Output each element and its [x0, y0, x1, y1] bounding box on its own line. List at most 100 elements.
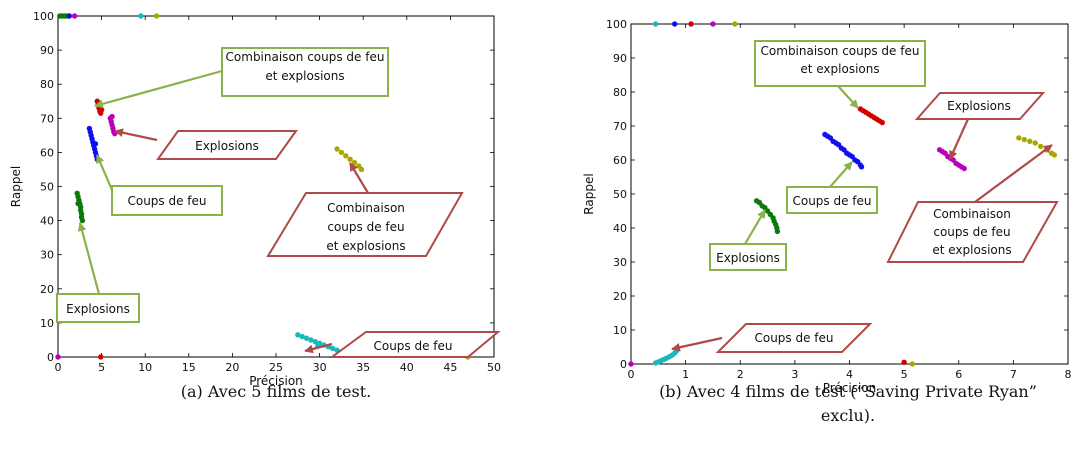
annotation-callout: Combinaison coups de feu et explosions	[886, 144, 1059, 263]
y-tick-label: 0	[620, 358, 627, 371]
data-point	[1027, 138, 1033, 144]
data-point	[358, 166, 365, 173]
x-tick-label: 20	[225, 361, 239, 374]
data-point	[628, 361, 634, 367]
data-point	[71, 13, 78, 19]
callout-box	[266, 192, 464, 257]
callout-arrow	[671, 336, 723, 352]
y-tick-label: 10	[40, 317, 54, 330]
data-point	[1016, 135, 1022, 141]
x-tick-label: 0	[628, 368, 635, 381]
annotation-callout: Combinaison coups de feu et explosions	[94, 47, 389, 109]
figure-caption: (a) Avec 5 films de test.	[181, 382, 372, 401]
x-tick-label: 5	[901, 368, 908, 381]
y-axis-label: Rappel	[582, 173, 596, 214]
y-tick-label: 50	[40, 181, 54, 194]
callout-text: Explosions	[66, 302, 130, 316]
data-point	[1021, 136, 1027, 143]
y-tick-label: 0	[47, 351, 54, 364]
callout-box	[156, 130, 298, 160]
y-tick-label: 100	[33, 10, 54, 23]
x-tick-label: 6	[955, 368, 962, 381]
annotation-callout: Combinaison coups de feu et explosions	[266, 162, 464, 257]
callout-text: Explosions	[195, 139, 259, 153]
data-point	[343, 153, 349, 159]
y-tick-label: 60	[613, 154, 627, 167]
callout-box	[709, 243, 787, 271]
x-tick-label: 0	[55, 361, 62, 374]
y-tick-label: 60	[40, 146, 54, 159]
callout-arrow	[829, 161, 853, 188]
y-tick-label: 70	[613, 120, 627, 133]
data-point	[901, 359, 907, 365]
callout-arrow	[77, 222, 101, 295]
x-tick-label: 35	[356, 361, 370, 374]
x-tick-label: 30	[313, 361, 327, 374]
callout-box	[754, 40, 926, 87]
chart-panel-0: 0 5 10 15 20 25 30 35 40 45 50 0 10 20 30 40 50 60 70 80 90 1…	[9, 10, 501, 401]
data-point	[672, 21, 678, 27]
y-tick-label: 30	[40, 249, 54, 262]
callout-text: Combinaison coups de feu	[226, 50, 385, 64]
data-point	[308, 337, 314, 343]
y-tick-label: 100	[606, 18, 627, 31]
callout-text: Combinaison	[933, 207, 1011, 221]
callout-arrow	[948, 118, 970, 160]
annotation-callout: Explosions	[114, 128, 298, 160]
data-point	[652, 21, 659, 27]
callout-arrow	[744, 209, 766, 245]
callout-text: coups de feu	[327, 220, 404, 234]
annotation-callout: Coups de feu	[304, 331, 501, 358]
x-tick-label: 10	[138, 361, 152, 374]
y-tick-label: 40	[40, 215, 54, 228]
data-point	[858, 164, 865, 170]
callout-arrow	[114, 128, 158, 142]
x-tick-label: 8	[1065, 368, 1072, 381]
callout-text: Coups de feu	[754, 331, 833, 345]
data-point	[338, 149, 345, 156]
annotation-callout: Explosions	[709, 209, 787, 271]
y-tick-label: 80	[613, 86, 627, 99]
data-point	[774, 228, 781, 235]
y-tick-label: 40	[613, 222, 627, 235]
y-tick-label: 90	[613, 52, 627, 65]
data-point	[879, 119, 885, 126]
data-point	[312, 338, 318, 345]
callout-text: et explosions	[326, 239, 405, 253]
y-tick-label: 30	[613, 256, 627, 269]
y-tick-label: 70	[40, 112, 54, 125]
x-tick-label: 15	[182, 361, 196, 374]
data-point	[1032, 140, 1038, 146]
callout-text: Coups de feu	[373, 339, 452, 353]
x-tick-label: 25	[269, 361, 283, 374]
callout-arrow	[94, 69, 223, 109]
data-point	[92, 141, 99, 147]
data-point	[710, 21, 716, 27]
x-tick-label: 5	[98, 361, 105, 374]
callout-text: Coups de feu	[792, 194, 871, 208]
annotation-callout: Coups de feu	[786, 161, 878, 214]
x-tick-label: 40	[400, 361, 414, 374]
x-tick-label: 1	[682, 368, 689, 381]
annotation-callout: Explosions	[56, 222, 140, 323]
annotation-callout: Explosions	[914, 92, 1046, 160]
callout-text: coups de feu	[933, 225, 1010, 239]
x-tick-label: 7	[1010, 368, 1017, 381]
callout-box	[715, 323, 873, 353]
x-tick-label: 4	[846, 368, 853, 381]
annotation-callout: Combinaison coups de feu et explosions	[754, 40, 926, 109]
data-point	[98, 107, 105, 113]
data-point	[329, 345, 336, 352]
data-point	[79, 217, 86, 224]
y-tick-label: 10	[613, 324, 627, 337]
callout-box	[221, 47, 389, 97]
callout-arrow	[304, 342, 333, 354]
data-point	[1037, 143, 1044, 150]
data-point	[688, 21, 694, 27]
data-point	[153, 13, 160, 19]
y-axis-label: Rappel	[9, 166, 23, 207]
figure-caption-line: (b) Avec 4 films de test (“Saving Privat…	[659, 382, 1037, 401]
callout-text: Coups de feu	[127, 194, 206, 208]
data-point	[299, 333, 305, 340]
